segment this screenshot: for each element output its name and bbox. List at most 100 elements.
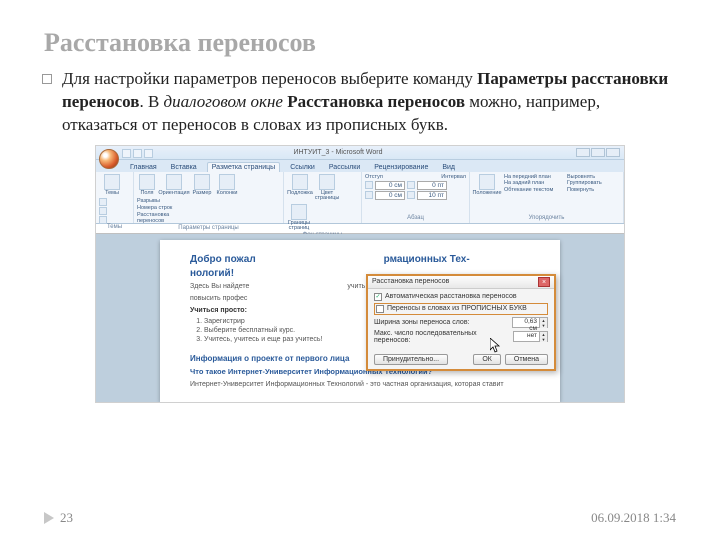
spin-down-icon[interactable]: ▼: [539, 323, 547, 328]
minimize-button[interactable]: [576, 148, 590, 157]
caps-hyphen-label: Переносы в словах из ПРОПИСНЫХ БУКВ: [387, 305, 527, 312]
ribbon-group-background: Подложка Цвет страницы Границы страниц Ф…: [284, 172, 362, 223]
window-title: ИНТУИТ_3 - Microsoft Word: [293, 149, 382, 156]
hyphenation-button[interactable]: Расстановка переносов: [137, 212, 181, 225]
max-input[interactable]: нет ▲▼: [513, 331, 548, 342]
qat-undo-icon[interactable]: [133, 149, 142, 158]
margins-button[interactable]: Поля: [137, 174, 157, 197]
group-button[interactable]: Группировать: [567, 180, 613, 187]
dialog-title: Расстановка переносов: [372, 278, 449, 285]
qat-save-icon[interactable]: [122, 149, 131, 158]
ribbon: Темы Темы Поля Ориентация Размер Колонки: [96, 172, 624, 224]
ribbon-group-arrange: Положение На передний план На задний пла…: [470, 172, 624, 223]
size-icon: [194, 174, 210, 190]
office-button[interactable]: [99, 149, 119, 169]
ribbon-group-pagesetup: Поля Ориентация Размер Колонки Разрывы Н…: [134, 172, 284, 223]
align-button[interactable]: Выровнять: [567, 174, 613, 181]
slide: Расстановка переносов Для настройки пара…: [0, 0, 720, 540]
caps-hyphen-checkbox[interactable]: [376, 305, 384, 313]
ribbon-tabs: Главная Вставка Разметка страницы Ссылки…: [96, 160, 624, 172]
watermark-button[interactable]: Подложка: [287, 174, 313, 202]
spin-down-icon[interactable]: ▼: [539, 337, 547, 342]
space-before-input[interactable]: 0 пт: [417, 181, 447, 190]
send-back-button[interactable]: На задний план: [504, 180, 564, 187]
auto-hyphen-checkbox[interactable]: ✓: [374, 293, 382, 301]
orientation-button[interactable]: Ориентация: [159, 174, 189, 197]
tab-pagelayout[interactable]: Разметка страницы: [207, 162, 281, 172]
text-wrap-button[interactable]: Обтекание текстом: [504, 187, 564, 194]
space-after-input[interactable]: 10 пт: [417, 191, 447, 200]
linenumbers-button[interactable]: Номера строк: [137, 205, 181, 212]
pageborders-button[interactable]: Границы страниц: [287, 204, 311, 232]
dialog-body: ✓ Автоматическая расстановка переносов П…: [368, 289, 554, 350]
qat-redo-icon[interactable]: [144, 149, 153, 158]
orientation-icon: [166, 174, 182, 190]
tab-references[interactable]: Ссылки: [286, 163, 319, 172]
indent-right-icon: [365, 191, 373, 199]
theme-fonts-icon[interactable]: [99, 207, 107, 215]
dialog-max-row: Макс. число последовательных переносов: …: [374, 330, 548, 344]
doc-heading-1: Добро пожалxxxxxxxxxxxxxxxxxxxxxxxрмацио…: [190, 254, 530, 265]
indent-left-input[interactable]: 0 см: [375, 181, 405, 190]
ok-button[interactable]: ОК: [473, 354, 501, 365]
body-bold-2: Расстановка переносов: [287, 92, 465, 111]
doc-p3: Интернет-Университет Информационных Техн…: [190, 380, 530, 389]
word-screenshot: ИНТУИТ_3 - Microsoft Word Главная Вставк…: [95, 145, 625, 403]
quick-access-toolbar: [122, 149, 153, 158]
indent-left-icon: [365, 181, 373, 189]
breaks-button[interactable]: Разрывы: [137, 198, 181, 205]
slide-footer: 23 06.09.2018 1:34: [0, 510, 720, 526]
indent-right-input[interactable]: 0 см: [375, 191, 405, 200]
body-text-1: Для настройки параметров переносов выбер…: [62, 69, 477, 88]
slide-title: Расстановка переносов: [44, 28, 676, 58]
slide-body: Для настройки параметров переносов выбер…: [44, 68, 676, 137]
tab-insert[interactable]: Вставка: [167, 163, 201, 172]
pageborders-icon: [291, 204, 307, 220]
dialog-buttons: Принудительно... ОК Отмена: [368, 350, 554, 369]
close-button[interactable]: [606, 148, 620, 157]
cursor-icon: [490, 338, 502, 354]
footer-arrow-icon: [44, 512, 54, 524]
tab-view[interactable]: Вид: [438, 163, 459, 172]
pagecolor-button[interactable]: Цвет страницы: [315, 174, 339, 202]
columns-button[interactable]: Колонки: [215, 174, 239, 197]
theme-effects-icon[interactable]: [99, 216, 107, 224]
zone-input[interactable]: 0,63 см ▲▼: [512, 317, 548, 328]
footer-left: 23: [44, 510, 73, 526]
pagesetup-small: Разрывы Номера строк Расстановка перенос…: [137, 198, 181, 224]
window-titlebar: ИНТУИТ_3 - Microsoft Word: [96, 146, 624, 160]
zone-label: Ширина зоны переноса слов:: [374, 319, 469, 326]
page-number: 23: [60, 510, 73, 526]
auto-hyphen-label: Автоматическая расстановка переносов: [385, 293, 517, 300]
tab-review[interactable]: Рецензирование: [370, 163, 432, 172]
dialog-zone-row: Ширина зоны переноса слов: 0,63 см ▲▼: [374, 317, 548, 328]
space-before-icon: [407, 181, 415, 189]
rotate-button[interactable]: Повернуть: [567, 187, 613, 194]
dialog-checkbox-row-2: Переносы в словах из ПРОПИСНЫХ БУКВ: [374, 303, 548, 315]
columns-icon: [219, 174, 235, 190]
tab-home[interactable]: Главная: [126, 163, 161, 172]
space-after-icon: [407, 191, 415, 199]
hyphenation-dialog: Расстановка переносов × ✓ Автоматическая…: [366, 274, 556, 371]
ribbon-group-themes: Темы Темы: [96, 172, 134, 223]
bullet-icon: [42, 74, 52, 84]
cancel-button[interactable]: Отмена: [505, 354, 548, 365]
margins-icon: [139, 174, 155, 190]
size-button[interactable]: Размер: [191, 174, 213, 197]
position-button[interactable]: Положение: [473, 174, 501, 197]
dialog-titlebar: Расстановка переносов ×: [368, 276, 554, 289]
themes-button[interactable]: Темы: [99, 174, 125, 197]
force-button[interactable]: Принудительно...: [374, 354, 448, 365]
window-buttons: [576, 148, 620, 157]
theme-colors-icon[interactable]: [99, 198, 107, 206]
dialog-close-button[interactable]: ×: [538, 277, 550, 287]
position-icon: [479, 174, 495, 190]
tab-mailings[interactable]: Рассылки: [325, 163, 364, 172]
footer-datetime: 06.09.2018 1:34: [591, 510, 676, 526]
pagecolor-icon: [319, 174, 335, 190]
body-italic: диалоговом окне: [164, 92, 283, 111]
watermark-icon: [292, 174, 308, 190]
body-text-2: . В: [139, 92, 163, 111]
maximize-button[interactable]: [591, 148, 605, 157]
ribbon-group-paragraph: ОтступИнтервал 0 см 0 пт 0 см 10 пт Абз: [362, 172, 470, 223]
